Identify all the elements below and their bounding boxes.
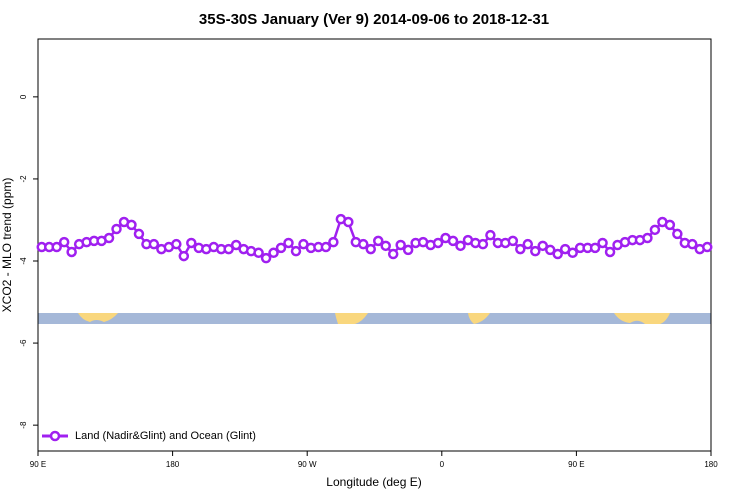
y-tick-label: -8: [19, 421, 28, 429]
data-point: [223, 243, 234, 255]
legend-marker: [49, 430, 61, 442]
data-point: [290, 245, 302, 257]
x-tick-label: 180: [166, 460, 180, 469]
x-tick-label: 90 W: [298, 460, 317, 469]
data-point: [126, 219, 137, 231]
data-point: [672, 228, 683, 240]
data-point: [171, 238, 182, 250]
x-axis-label: Longitude (deg E): [326, 475, 421, 489]
data-point: [552, 248, 563, 260]
data-point: [66, 246, 77, 258]
data-point: [477, 238, 489, 250]
data-point: [51, 241, 62, 253]
data-point: [537, 240, 548, 252]
data-point: [178, 250, 190, 262]
data-point: [387, 248, 399, 260]
data-point: [260, 252, 272, 264]
y-tick-label: -4: [19, 257, 28, 265]
data-point: [365, 243, 377, 255]
data-point: [544, 244, 556, 256]
land-patch: [614, 313, 670, 324]
data-point: [649, 224, 661, 236]
data-point: [275, 242, 287, 254]
x-tick-label: 180: [704, 460, 718, 469]
chart-title: 35S-30S January (Ver 9) 2014-09-06 to 20…: [199, 11, 549, 28]
data-point: [320, 241, 332, 253]
land-patch: [335, 313, 368, 324]
data-point: [111, 223, 122, 235]
data-point: [485, 229, 496, 241]
ocean-strip: [38, 313, 711, 324]
data-point: [597, 237, 608, 249]
data-point: [530, 245, 541, 257]
legend: Land (Nadir&Glint) and Ocean (Glint): [42, 430, 256, 442]
x-tick-label: 0: [440, 460, 445, 469]
data-point: [103, 232, 115, 244]
y-tick-label: 0: [19, 94, 28, 99]
data-point: [328, 236, 339, 248]
data-point: [507, 235, 519, 247]
y-axis-label: XCO2 - MLO trend (ppm): [0, 178, 14, 313]
data-point: [253, 247, 264, 259]
data-point: [230, 239, 242, 251]
data-point: [515, 243, 526, 255]
data-point: [186, 237, 197, 249]
data-point: [148, 238, 160, 250]
data-point: [358, 238, 369, 250]
data-point: [687, 238, 698, 250]
data-point: [604, 246, 616, 258]
data-point: [372, 235, 384, 247]
legend-label: Land (Nadir&Glint) and Ocean (Glint): [75, 430, 256, 442]
data-point: [58, 236, 70, 248]
data-point: [395, 239, 406, 251]
data-point: [268, 247, 279, 259]
data-point: [402, 244, 414, 256]
data-point: [447, 235, 459, 247]
data-point: [283, 237, 294, 249]
data-point: [432, 237, 444, 249]
y-tick-label: -6: [19, 339, 28, 347]
x-tick-label: 90 E: [568, 460, 584, 469]
data-point: [133, 228, 145, 240]
data-point: [664, 219, 676, 231]
data-point: [642, 232, 653, 244]
data-point: [380, 240, 391, 252]
data-point: [589, 242, 601, 254]
land-patch: [78, 313, 118, 322]
x-tick-label: 90 E: [30, 460, 46, 469]
land-ocean-strip: [38, 313, 711, 324]
data-point: [522, 238, 534, 250]
land-patch: [468, 313, 490, 324]
data-point: [455, 240, 466, 252]
data-point: [702, 241, 713, 253]
data-point: [343, 216, 354, 228]
data-point: [567, 247, 578, 259]
y-tick-label: -2: [19, 175, 28, 183]
